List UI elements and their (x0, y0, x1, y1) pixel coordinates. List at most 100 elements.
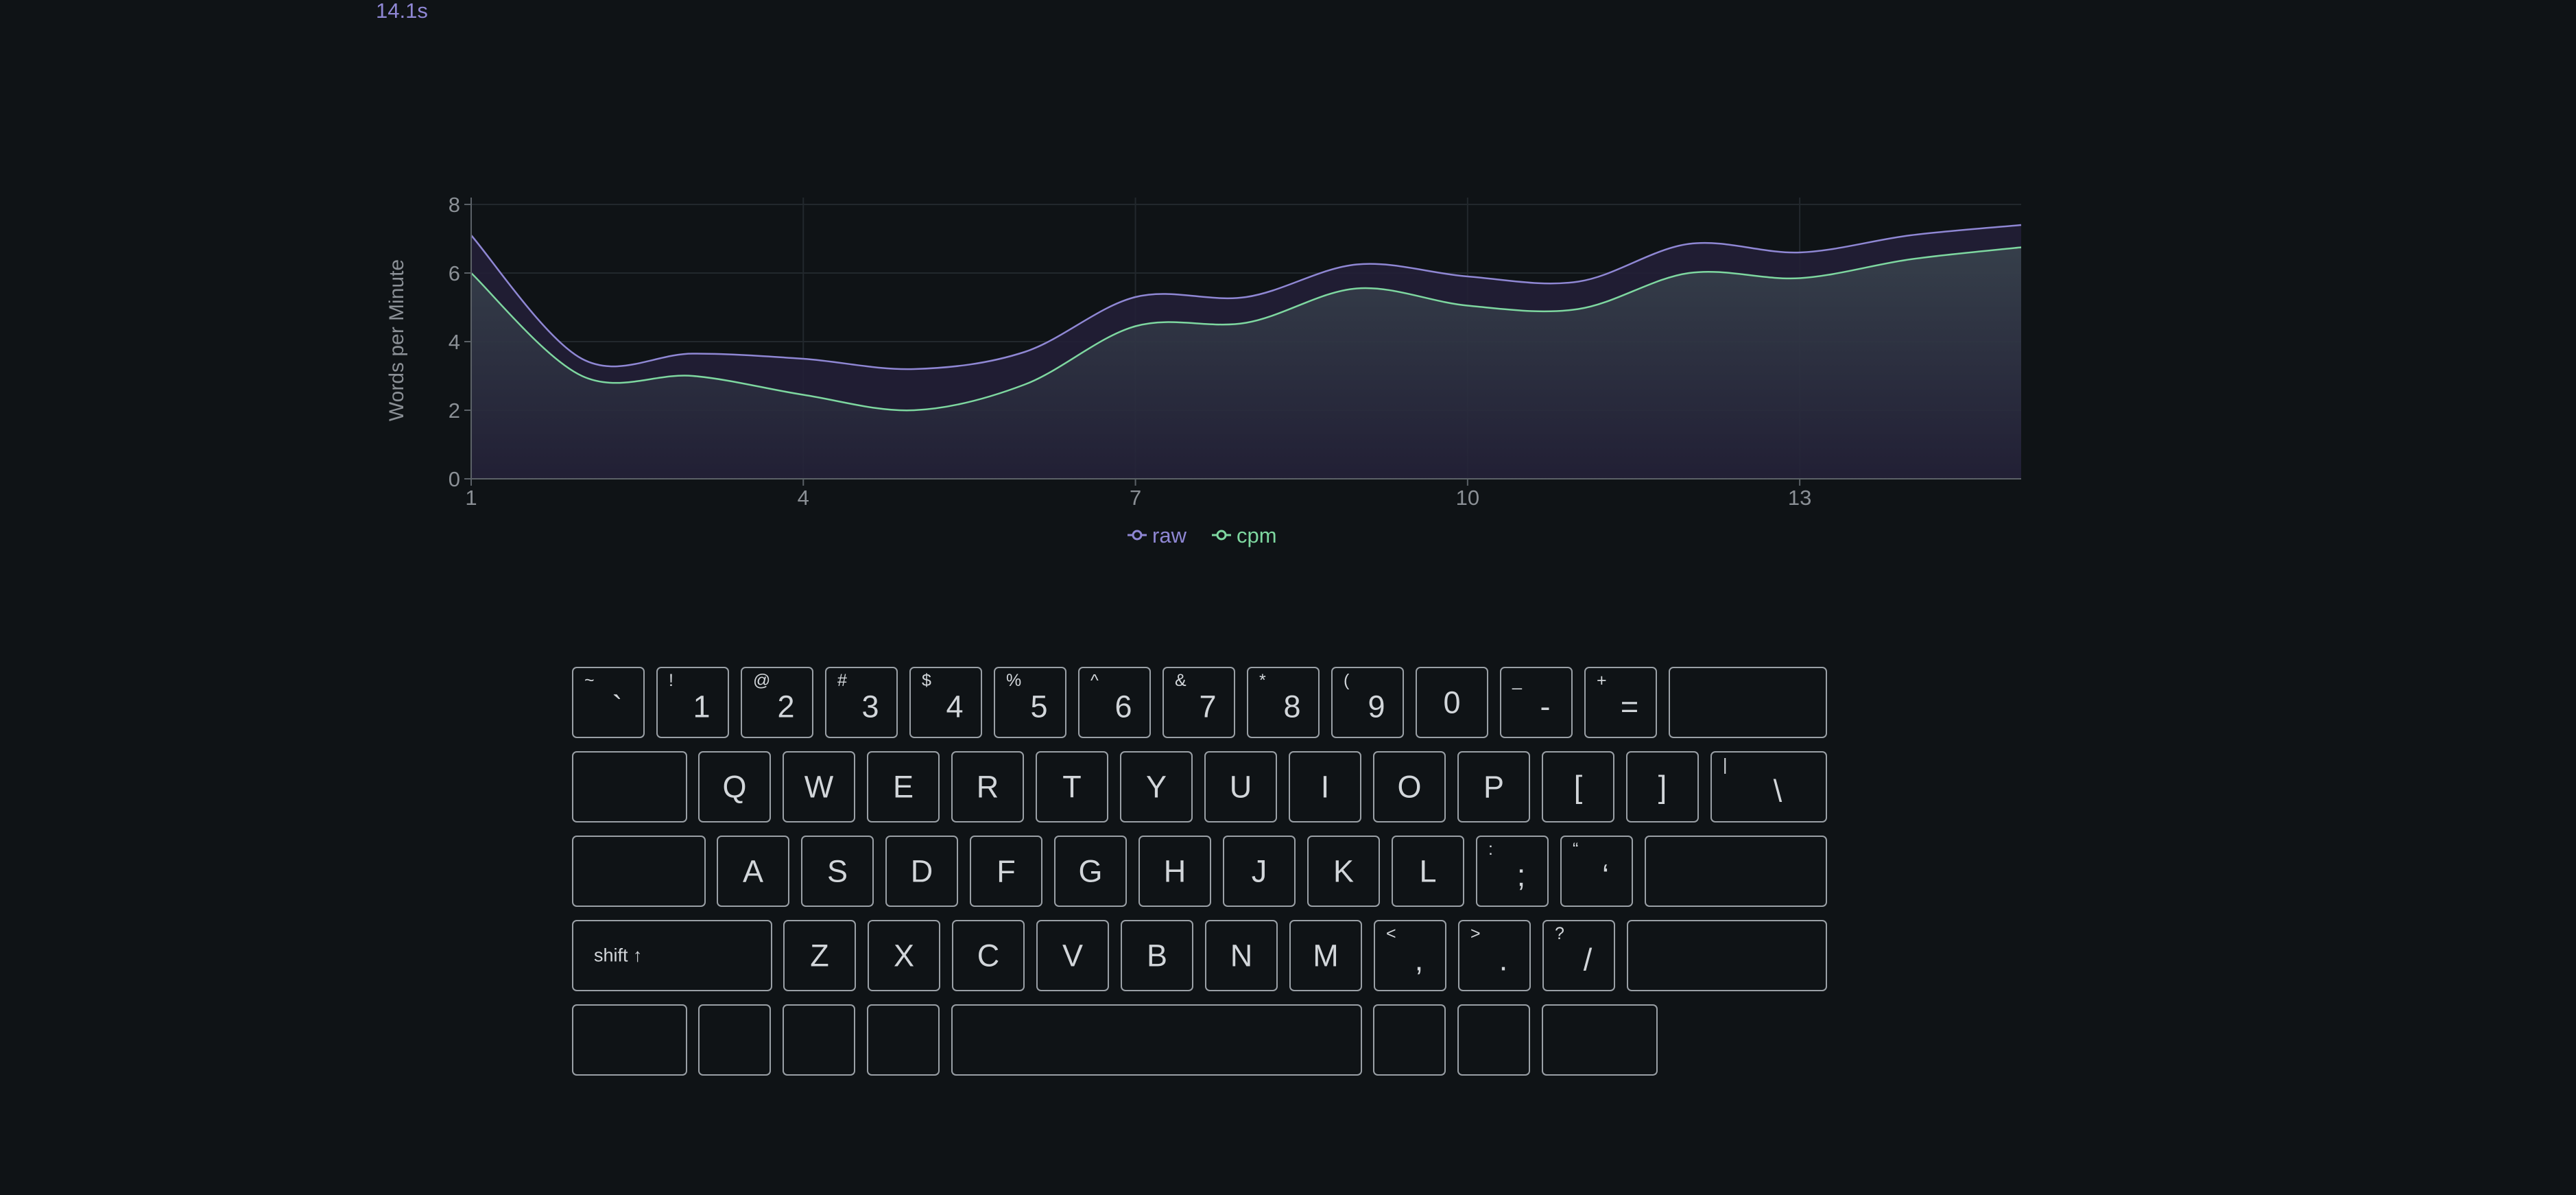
key-j[interactable]: J (1223, 836, 1296, 907)
key-label: M (1313, 938, 1339, 973)
key-6[interactable]: ^ 6 (1078, 667, 1151, 738)
key-w[interactable]: W (783, 751, 855, 823)
key-x[interactable]: X (868, 920, 940, 991)
key-label: Y (1145, 769, 1167, 805)
key-n[interactable]: N (1205, 920, 1278, 991)
key-b[interactable]: B (1121, 920, 1193, 991)
key-shift-label: ( (1344, 671, 1350, 690)
key-3d[interactable]: + = (1584, 667, 1657, 738)
key-r[interactable]: R (951, 751, 1024, 823)
legend-item-raw[interactable]: raw (1128, 523, 1187, 547)
key-p[interactable]: P (1457, 751, 1530, 823)
key-blank-3-1[interactable] (572, 836, 706, 907)
x-tick-label-0: 1 (465, 486, 477, 510)
key-5d[interactable]: ] (1626, 751, 1699, 823)
key-shift20e28691[interactable]: shift ↑ (572, 920, 772, 991)
key-l[interactable]: L (1392, 836, 1464, 907)
key-60[interactable]: ~ ` (572, 667, 645, 738)
key-u[interactable]: U (1204, 751, 1277, 823)
key-label: A (742, 853, 763, 889)
timer-readout: 14.1s (376, 0, 428, 23)
key-shift-label: _ (1512, 671, 1522, 690)
key-s[interactable]: S (801, 836, 874, 907)
key-blank-5-4[interactable] (867, 1004, 940, 1076)
x-tick-label-1: 4 (798, 486, 809, 510)
key-e28098[interactable]: “‘ (1560, 836, 1633, 907)
key-y[interactable]: Y (1120, 751, 1193, 823)
key-blank-5-5[interactable] (951, 1004, 1362, 1076)
key-label: ` (612, 689, 623, 724)
key-5b[interactable]: [ (1542, 751, 1614, 823)
key-q[interactable]: Q (698, 751, 771, 823)
key-blank-3-13[interactable] (1645, 836, 1827, 907)
x-tick-label-3: 10 (1456, 486, 1479, 510)
key-label: ‘ (1602, 857, 1609, 893)
key-label: 9 (1368, 689, 1385, 724)
key-7[interactable]: & 7 (1162, 667, 1235, 738)
key-blank-5-1[interactable] (572, 1004, 687, 1076)
y-tick-label-0: 0 (449, 467, 460, 491)
key-h[interactable]: H (1138, 836, 1211, 907)
key-e[interactable]: E (867, 751, 940, 823)
key-z[interactable]: Z (783, 920, 856, 991)
key-label: 3 (861, 689, 879, 724)
key-m[interactable]: M (1289, 920, 1362, 991)
key-2f[interactable]: ? / (1542, 920, 1615, 991)
y-tick-label-4: 8 (449, 193, 460, 217)
key-blank-5-2[interactable] (698, 1004, 771, 1076)
key-4[interactable]: $4 (909, 667, 982, 738)
key-o[interactable]: O (1373, 751, 1446, 823)
key-shift-label: + (1597, 671, 1607, 690)
key-blank-5-8[interactable] (1542, 1004, 1658, 1076)
key-label: ; (1516, 857, 1526, 893)
cpm-area (471, 247, 2021, 479)
key-blank-2-1[interactable] (572, 751, 687, 823)
key-8[interactable]: * 8 (1247, 667, 1320, 738)
key-label: 0 (1443, 685, 1461, 720)
key-v[interactable]: V (1036, 920, 1109, 991)
key-.[interactable]: >. (1458, 920, 1531, 991)
legend-label-raw: raw (1152, 523, 1187, 547)
key-t[interactable]: T (1036, 751, 1108, 823)
key-label: I (1320, 769, 1330, 805)
key--[interactable]: _ - (1500, 667, 1573, 738)
key-label: O (1397, 769, 1422, 805)
key-label: T (1062, 769, 1082, 805)
key-5[interactable]: % 5 (994, 667, 1066, 738)
key-1[interactable]: ! 1 (656, 667, 729, 738)
key-label: S (826, 853, 848, 889)
key-3b[interactable]: :; (1476, 836, 1549, 907)
key-2[interactable]: @2 (741, 667, 813, 738)
series-line-raw (470, 224, 2022, 370)
key-3[interactable]: #3 (825, 667, 898, 738)
key-f[interactable]: F (970, 836, 1042, 907)
key-9[interactable]: (9 (1331, 667, 1404, 738)
key-blank-4-12[interactable] (1627, 920, 1827, 991)
key-label: ] (1658, 769, 1667, 805)
y-tick-label-1: 2 (449, 399, 460, 423)
key-label: B (1146, 938, 1167, 973)
key-shift-label: * (1259, 671, 1266, 690)
key-label: L (1419, 853, 1437, 889)
key-0[interactable]: 0 (1416, 667, 1488, 738)
key-label: 2 (777, 689, 795, 724)
key-k[interactable]: K (1307, 836, 1380, 907)
key-a[interactable]: A (717, 836, 789, 907)
chart-series (470, 224, 2022, 479)
key-shift-label: @ (753, 671, 771, 690)
key-c[interactable]: C (952, 920, 1025, 991)
key-label: \ (1773, 773, 1782, 809)
key-2c[interactable]: <, (1374, 920, 1446, 991)
key-label: Z (810, 938, 829, 973)
key-d[interactable]: D (885, 836, 958, 907)
key-blank-5-6[interactable] (1373, 1004, 1446, 1076)
key-blank-5-3[interactable] (783, 1004, 855, 1076)
key-g[interactable]: G (1054, 836, 1127, 907)
legend-label-cpm: cpm (1237, 523, 1277, 547)
key-blank-1-14[interactable] (1669, 667, 1827, 738)
key-5c[interactable]: | \ (1710, 751, 1827, 823)
key-i[interactable]: I (1289, 751, 1361, 823)
legend-item-cpm[interactable]: cpm (1212, 523, 1277, 547)
key-label: = (1620, 689, 1639, 724)
key-blank-5-7[interactable] (1457, 1004, 1530, 1076)
